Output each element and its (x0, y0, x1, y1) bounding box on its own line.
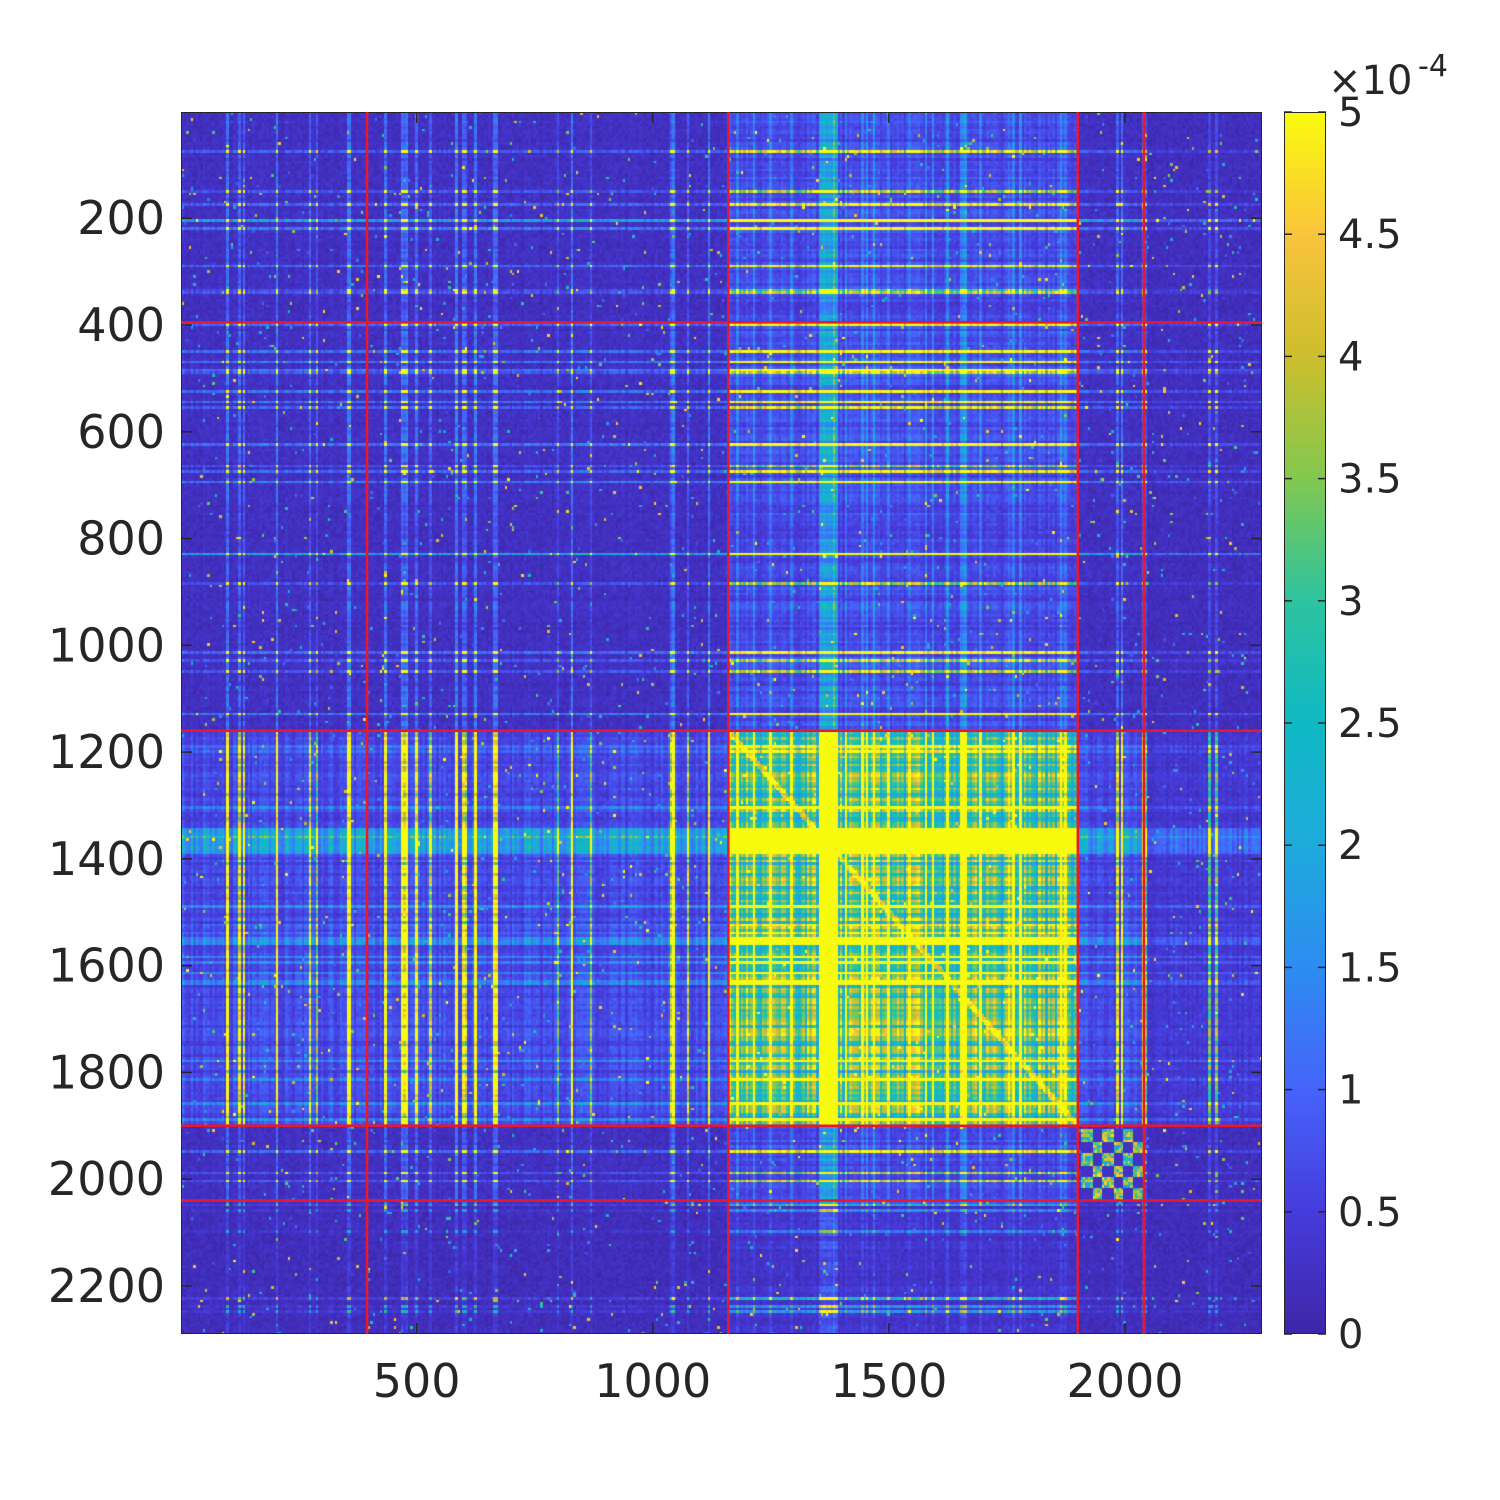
y-axis-ticks: 200 400 600 800 1000 1200 1400 1600 1800 2000 2200 (48, 191, 1262, 1313)
colorbar-tick-label-9: 4.5 (1338, 212, 1402, 258)
colorbar-exponent-power: -4 (1418, 49, 1448, 84)
y-tick-label-5: 1200 (48, 725, 165, 779)
x-tick-label-2: 1500 (830, 1354, 947, 1408)
colorbar-tick-label-8: 4 (1338, 334, 1363, 380)
colorbar-tick-label-0: 0 (1338, 1312, 1363, 1358)
y-tick-label-1: 400 (77, 298, 165, 352)
colorbar-tick-label-2: 1 (1338, 1068, 1363, 1114)
y-tick-label-8: 1800 (48, 1045, 165, 1099)
x-tick-label-1: 1000 (594, 1354, 711, 1408)
y-tick-label-2: 600 (77, 405, 165, 459)
x-tick-label-3: 2000 (1067, 1354, 1184, 1408)
y-tick-label-4: 1000 (48, 618, 165, 672)
colorbar-tick-label-5: 2.5 (1338, 701, 1402, 747)
y-tick-label-6: 1400 (48, 832, 165, 886)
colorbar-ticks: 0 0.5 1 1.5 2 2.5 3 3.5 4 4.5 5 (1284, 90, 1402, 1358)
x-axis-ticks: 500 1000 1500 2000 (373, 112, 1184, 1408)
y-tick-label-7: 1600 (48, 939, 165, 993)
colorbar-tick-label-1: 0.5 (1338, 1190, 1402, 1236)
x-tick-label-0: 500 (373, 1354, 461, 1408)
y-tick-label-0: 200 (77, 191, 165, 245)
heatmap-image (181, 112, 1262, 1334)
block-boundary-lines (181, 112, 1262, 1334)
y-tick-label-3: 800 (77, 512, 165, 566)
colorbar-tick-label-7: 3.5 (1338, 457, 1402, 503)
colorbar-tick-label-3: 1.5 (1338, 945, 1402, 991)
y-tick-label-9: 2000 (48, 1152, 165, 1206)
colorbar-tick-label-10: 5 (1338, 90, 1363, 136)
colorbar-exponent-base: ×10 (1328, 58, 1412, 104)
colorbar-exponent: ×10 -4 (1328, 49, 1448, 104)
colorbar-tick-label-6: 3 (1338, 579, 1363, 625)
colorbar-tick-label-4: 2 (1338, 823, 1363, 869)
y-tick-label-10: 2200 (48, 1259, 165, 1313)
